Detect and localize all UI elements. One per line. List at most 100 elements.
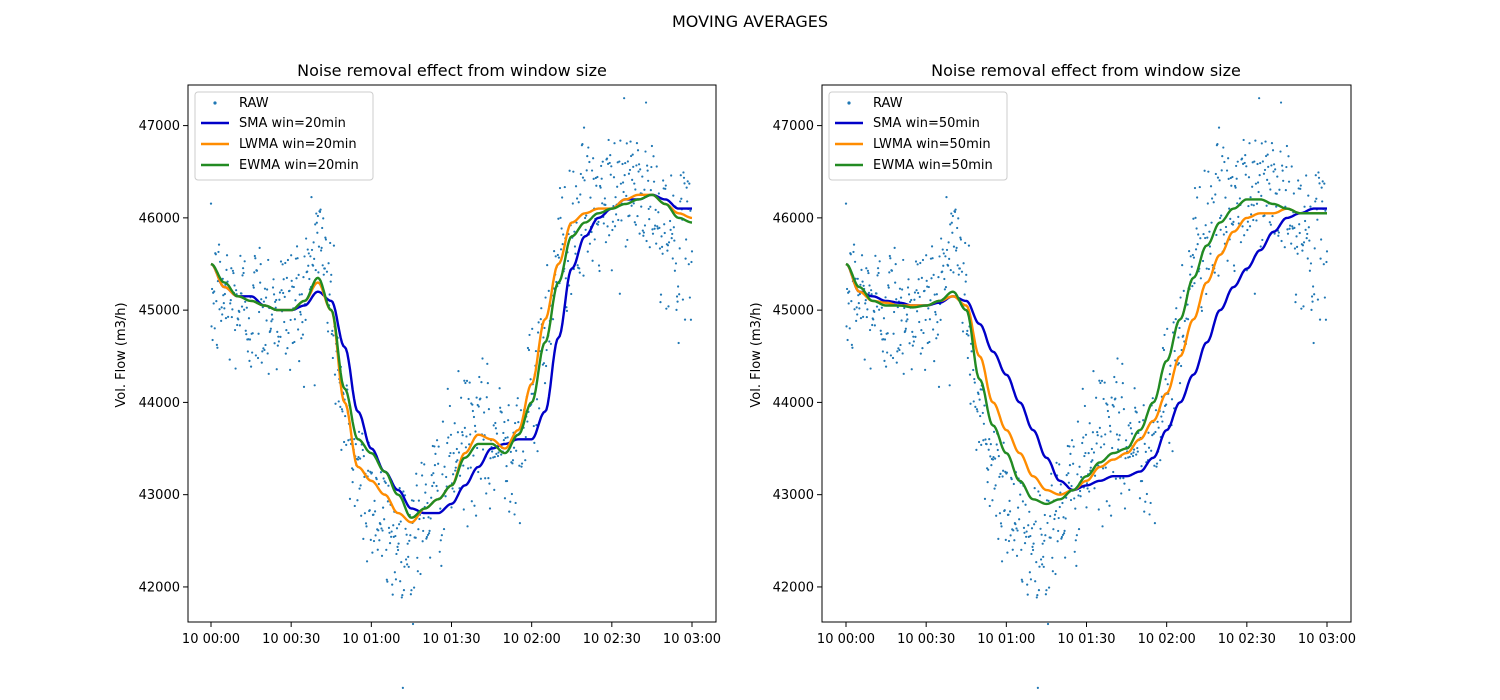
raw-point bbox=[941, 270, 944, 273]
raw-point bbox=[1238, 197, 1241, 200]
raw-point bbox=[1145, 492, 1148, 496]
raw-point bbox=[296, 257, 299, 260]
raw-point bbox=[538, 407, 541, 410]
raw-point bbox=[597, 220, 600, 223]
raw-point bbox=[888, 254, 891, 258]
raw-point bbox=[668, 219, 672, 223]
legend-sma-label: SMA win=20min bbox=[239, 116, 346, 131]
raw-point bbox=[256, 356, 260, 360]
raw-point bbox=[270, 320, 273, 323]
raw-point bbox=[970, 350, 973, 353]
raw-point bbox=[1088, 490, 1091, 493]
raw-point bbox=[1086, 487, 1089, 490]
raw-point bbox=[378, 539, 381, 542]
raw-point bbox=[289, 368, 292, 372]
raw-point bbox=[957, 273, 960, 276]
raw-point bbox=[895, 298, 898, 301]
raw-point bbox=[373, 510, 377, 513]
raw-point bbox=[1178, 326, 1181, 330]
raw-point bbox=[456, 459, 459, 462]
raw-point bbox=[1153, 522, 1157, 525]
raw-point bbox=[286, 347, 289, 350]
raw-point bbox=[989, 455, 992, 458]
raw-point bbox=[667, 305, 670, 308]
raw-point bbox=[1132, 448, 1136, 451]
raw-point bbox=[258, 246, 261, 249]
raw-point bbox=[1091, 459, 1094, 462]
raw-point bbox=[262, 300, 266, 303]
raw-point bbox=[1315, 197, 1318, 200]
raw-point bbox=[230, 267, 233, 270]
raw-point bbox=[1305, 174, 1308, 177]
raw-point bbox=[964, 241, 967, 245]
raw-point bbox=[319, 208, 322, 211]
raw-point bbox=[1195, 227, 1198, 230]
raw-point bbox=[1234, 186, 1237, 189]
raw-point bbox=[554, 255, 557, 258]
raw-point bbox=[1023, 542, 1027, 545]
raw-point bbox=[687, 263, 690, 266]
raw-point bbox=[899, 343, 902, 347]
raw-point bbox=[1115, 433, 1119, 436]
raw-point bbox=[846, 338, 849, 342]
raw-point bbox=[317, 271, 320, 274]
raw-point bbox=[906, 318, 909, 321]
raw-point bbox=[264, 296, 268, 299]
raw-point bbox=[1165, 403, 1168, 406]
raw-point bbox=[1088, 422, 1091, 425]
raw-point bbox=[438, 550, 441, 553]
raw-point bbox=[1143, 442, 1146, 446]
raw-point bbox=[1236, 202, 1239, 205]
raw-point bbox=[989, 443, 992, 446]
raw-point bbox=[492, 424, 495, 427]
raw-point bbox=[1323, 296, 1326, 299]
raw-point bbox=[1186, 318, 1190, 321]
raw-point bbox=[1302, 305, 1305, 308]
raw-point bbox=[1037, 589, 1041, 592]
raw-point bbox=[1253, 292, 1256, 295]
raw-point bbox=[472, 415, 476, 419]
raw-point bbox=[1109, 430, 1112, 433]
raw-point bbox=[1025, 530, 1028, 533]
raw-point bbox=[266, 352, 269, 355]
raw-point bbox=[1041, 542, 1044, 545]
raw-point bbox=[1147, 446, 1151, 449]
y-tick-label: 46000 bbox=[773, 211, 814, 226]
raw-point bbox=[209, 202, 213, 205]
raw-point bbox=[981, 411, 984, 415]
raw-point bbox=[439, 507, 442, 510]
raw-point bbox=[1239, 241, 1243, 244]
raw-point bbox=[955, 249, 958, 252]
raw-point bbox=[894, 263, 897, 266]
raw-point bbox=[976, 410, 979, 413]
raw-point bbox=[643, 224, 647, 227]
raw-point bbox=[1306, 257, 1309, 260]
raw-point bbox=[1279, 150, 1282, 153]
raw-point bbox=[1162, 348, 1166, 352]
raw-point bbox=[886, 351, 889, 354]
raw-point bbox=[1250, 203, 1253, 206]
raw-point bbox=[644, 150, 647, 153]
raw-point bbox=[418, 517, 421, 521]
raw-point bbox=[391, 583, 394, 586]
raw-point bbox=[1044, 534, 1047, 537]
raw-point bbox=[426, 501, 429, 505]
raw-point bbox=[956, 226, 959, 230]
raw-point bbox=[1325, 250, 1329, 253]
raw-point bbox=[1190, 265, 1193, 268]
raw-point bbox=[1042, 555, 1045, 558]
raw-point bbox=[218, 308, 221, 311]
raw-point bbox=[383, 480, 386, 483]
raw-point bbox=[1175, 307, 1178, 310]
raw-point bbox=[592, 157, 595, 160]
raw-point bbox=[1067, 481, 1070, 484]
raw-point bbox=[900, 319, 903, 322]
raw-point bbox=[907, 293, 911, 296]
raw-point bbox=[677, 341, 680, 345]
raw-point bbox=[1232, 220, 1235, 223]
raw-point bbox=[1316, 218, 1319, 221]
raw-point bbox=[1323, 182, 1326, 185]
raw-point bbox=[1318, 318, 1322, 321]
raw-point bbox=[473, 424, 477, 428]
raw-point bbox=[1320, 186, 1323, 189]
